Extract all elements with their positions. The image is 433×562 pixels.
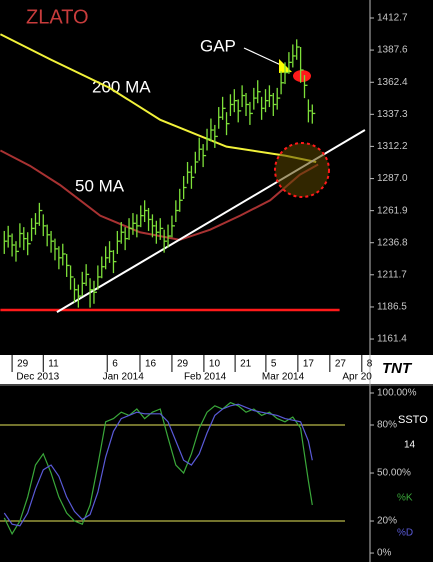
chart-title: ZLATO bbox=[26, 6, 89, 28]
x-tick-label: 29 bbox=[17, 359, 29, 370]
y-tick-label: 1261.9 bbox=[377, 205, 408, 216]
y-tick-label: 1362.4 bbox=[377, 77, 408, 88]
y-tick-label: 1412.7 bbox=[377, 13, 408, 24]
y-tick-label: 1236.8 bbox=[377, 237, 408, 248]
plot-layer: 1412.7 1387.6 1362.4 1337.3 1312.2 1287.0 1261… bbox=[0, 13, 433, 559]
indicator-period: 14 bbox=[404, 440, 416, 451]
y-tick-label: 1337.3 bbox=[377, 109, 408, 120]
y-tick-label: 1211.7 bbox=[377, 269, 407, 280]
indicator-title: SSTO bbox=[398, 414, 428, 426]
x-tick-label: 5 bbox=[271, 359, 277, 370]
x-tick-label: 27 bbox=[335, 359, 347, 370]
indicator-line bbox=[3, 401, 313, 536]
gap-marker bbox=[293, 70, 311, 82]
y-tick-label: 1312.2 bbox=[377, 141, 408, 152]
x-tick-label: 10 bbox=[209, 359, 221, 370]
y-tick-label: 0% bbox=[377, 548, 392, 559]
y-tick-label: 80% bbox=[377, 420, 397, 431]
x-tick-label: 29 bbox=[177, 359, 189, 370]
month-label: Mar 2014 bbox=[262, 372, 305, 383]
month-label: Feb 2014 bbox=[184, 372, 227, 383]
logo: TNT bbox=[382, 360, 413, 377]
y-tick-label: 100.00% bbox=[377, 388, 417, 399]
y-tick-label: 20% bbox=[377, 516, 397, 527]
x-tick-label: 17 bbox=[303, 359, 315, 370]
highlight-circle bbox=[274, 142, 330, 198]
y-tick-label: 1161.4 bbox=[377, 334, 407, 345]
month-label: Dec 2013 bbox=[16, 372, 59, 383]
indicator-line bbox=[3, 403, 313, 527]
x-axis-strip bbox=[0, 355, 433, 384]
x-tick-label: 6 bbox=[112, 359, 118, 370]
x-tick-label: 16 bbox=[145, 359, 157, 370]
annotation: GAP bbox=[200, 36, 236, 55]
x-tick-label: 8 bbox=[367, 359, 373, 370]
y-tick-label: 50.00% bbox=[377, 468, 411, 479]
y-tick-label: 1287.0 bbox=[377, 173, 408, 184]
x-tick-label: 21 bbox=[240, 359, 252, 370]
line-label: 50 MA bbox=[75, 176, 125, 195]
month-label: Jan 2014 bbox=[103, 372, 145, 383]
line-label: 200 MA bbox=[92, 77, 151, 96]
legend-entry: %K bbox=[397, 493, 413, 504]
legend-entry: %D bbox=[397, 528, 413, 539]
y-tick-label: 1186.5 bbox=[377, 302, 407, 313]
annotation-arrow bbox=[243, 47, 284, 67]
x-tick-label: 11 bbox=[48, 359, 59, 370]
month-label: Apr 20 bbox=[342, 372, 372, 383]
y-tick-label: 1387.6 bbox=[377, 45, 408, 56]
